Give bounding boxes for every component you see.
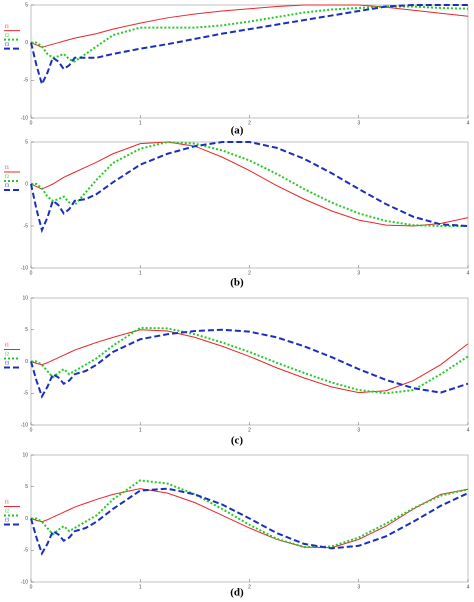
series-line <box>31 140 468 227</box>
legend-label: f2 <box>5 175 10 180</box>
y-tick-label: -10 <box>21 579 28 585</box>
x-tick-label: 4 <box>467 427 470 433</box>
x-tick-label: 2 <box>248 427 251 433</box>
y-tick-label: -5 <box>24 391 29 397</box>
x-tick-label: 4 <box>467 584 470 590</box>
panel-caption: (a) <box>231 125 244 137</box>
y-tick-label: -5 <box>24 548 29 554</box>
y-tick-label: 5 <box>25 2 28 8</box>
x-tick-label: 0 <box>30 120 33 126</box>
series-line <box>30 141 469 227</box>
y-tick-label: 5 <box>25 327 28 333</box>
series-line <box>31 326 469 395</box>
series-line <box>30 488 469 549</box>
x-tick-label: 0 <box>30 270 33 276</box>
x-tick-label: 3 <box>357 584 360 590</box>
legend-label: f3 <box>5 519 10 524</box>
x-tick-label: 1 <box>139 427 142 433</box>
series-line <box>30 4 468 87</box>
panel-caption: (d) <box>230 587 244 599</box>
series-line <box>31 479 469 549</box>
y-tick-label: 0 <box>25 516 28 522</box>
x-tick-label: 2 <box>248 120 251 126</box>
y-tick-label: 10 <box>22 452 28 458</box>
x-tick-label: 3 <box>357 427 360 433</box>
y-tick-label: 5 <box>25 139 28 145</box>
legend-label: f3 <box>5 362 10 367</box>
legend-label: f1 <box>5 25 10 30</box>
x-tick-label: 0 <box>30 427 33 433</box>
series-line <box>30 328 469 399</box>
y-tick-label: -5 <box>24 78 29 84</box>
legend-label: f1 <box>5 166 10 171</box>
x-tick-label: 3 <box>357 270 360 276</box>
legend-label: f1 <box>5 344 10 349</box>
y-tick-label: -10 <box>21 115 28 121</box>
plot-frame <box>30 297 469 426</box>
legend-label: f1 <box>5 501 10 506</box>
y-tick-label: 0 <box>25 181 28 187</box>
series-line <box>30 4 469 48</box>
y-tick-label: -10 <box>21 422 28 428</box>
y-tick-label: 10 <box>22 295 28 301</box>
legend-label: f2 <box>5 34 10 39</box>
y-tick-label: 5 <box>25 484 28 490</box>
x-tick-label: 2 <box>248 584 251 590</box>
series-line <box>31 5 469 63</box>
panel-caption: (b) <box>230 277 244 289</box>
legend-label: f2 <box>5 510 10 515</box>
y-tick-label: -5 <box>24 223 29 229</box>
x-tick-label: 0 <box>30 584 33 590</box>
x-tick-label: 2 <box>248 270 251 276</box>
panel-caption: (c) <box>231 435 244 447</box>
legend-label: f3 <box>5 184 10 189</box>
x-tick-label: 1 <box>139 584 142 590</box>
x-tick-label: 3 <box>357 120 360 126</box>
series-line <box>30 141 469 234</box>
x-tick-label: 1 <box>139 120 142 126</box>
y-tick-label: 0 <box>25 359 28 365</box>
legend-label: f2 <box>5 353 10 358</box>
y-tick-label: 0 <box>25 40 28 46</box>
legend-label: f3 <box>5 43 10 48</box>
x-tick-label: 4 <box>467 120 470 126</box>
y-tick-label: -10 <box>21 265 28 271</box>
series-line <box>30 329 469 394</box>
x-tick-label: 1 <box>139 270 142 276</box>
series-line <box>30 487 469 556</box>
x-tick-label: 4 <box>467 270 470 276</box>
plot-frame <box>30 141 469 269</box>
